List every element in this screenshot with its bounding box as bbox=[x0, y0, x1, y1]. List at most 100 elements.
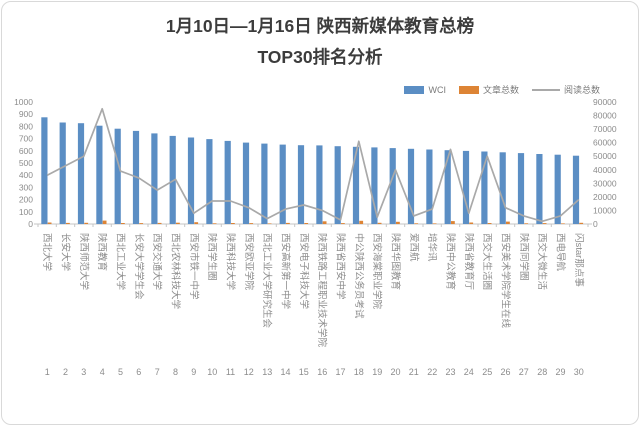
category-label: 西安电子科技大学 bbox=[298, 233, 310, 309]
legend-label-articles: 文章总数 bbox=[482, 85, 519, 95]
legend-item-reads: 阅读总数 bbox=[531, 83, 600, 96]
wci-bar bbox=[224, 140, 231, 224]
category-label: 西北农林科技大学 bbox=[170, 233, 182, 309]
chart-svg: 0100200300400500600700800900100001000020… bbox=[14, 97, 617, 377]
category-label: 西安海棠职业学院 bbox=[371, 233, 383, 310]
articles-bar bbox=[157, 222, 162, 224]
svg-text:60000: 60000 bbox=[593, 138, 617, 148]
rank-number: 24 bbox=[464, 367, 474, 377]
rank-number: 2 bbox=[63, 367, 68, 377]
wci-swatch-icon bbox=[404, 85, 425, 94]
reads-line bbox=[46, 107, 580, 223]
articles-bar bbox=[304, 223, 309, 224]
svg-text:200: 200 bbox=[19, 195, 33, 205]
svg-text:400: 400 bbox=[19, 170, 33, 180]
rank-number: 7 bbox=[155, 367, 160, 377]
articles-bar bbox=[102, 220, 107, 224]
rank-number: 12 bbox=[244, 367, 254, 377]
category-label: 陕西铁路工程职业技术学院 bbox=[316, 233, 328, 348]
category-label: 闪star那点事 bbox=[573, 233, 585, 287]
category-label: 长安大学 bbox=[60, 233, 72, 271]
svg-text:90000: 90000 bbox=[593, 97, 617, 107]
rank-number: 10 bbox=[207, 367, 217, 377]
articles-bar bbox=[212, 223, 217, 224]
category-label: 西安市铁一中学 bbox=[188, 233, 200, 300]
articles-bar bbox=[542, 223, 547, 224]
rank-number: 28 bbox=[537, 367, 547, 377]
svg-text:10000: 10000 bbox=[593, 205, 617, 215]
rank-number: 26 bbox=[500, 367, 510, 377]
category-label: 西安交通大学 bbox=[151, 233, 163, 290]
rank-number: 4 bbox=[100, 367, 105, 377]
wci-bar bbox=[371, 147, 378, 224]
svg-text:50000: 50000 bbox=[593, 151, 617, 161]
articles-bar bbox=[267, 223, 272, 224]
wci-bar bbox=[59, 122, 66, 224]
category-label: 西电导航 bbox=[555, 233, 567, 272]
articles-bar bbox=[47, 222, 52, 224]
wci-bar bbox=[279, 144, 286, 224]
chart-title-line2: TOP30排名分析 bbox=[257, 46, 383, 67]
rank-number: 18 bbox=[354, 367, 364, 377]
wci-bar bbox=[41, 117, 48, 225]
legend-label-reads: 阅读总数 bbox=[563, 85, 600, 95]
wci-bar bbox=[352, 146, 360, 224]
rank-number: 9 bbox=[191, 367, 196, 377]
svg-text:300: 300 bbox=[19, 182, 33, 192]
wci-bar bbox=[389, 148, 396, 224]
articles-bar bbox=[194, 222, 199, 224]
category-label: 陕西同学圈 bbox=[518, 233, 530, 281]
category-label: 西安高新第一中学 bbox=[280, 233, 292, 309]
articles-bar bbox=[84, 222, 89, 224]
articles-bar bbox=[506, 221, 510, 224]
category-label: 西北工业大学 bbox=[115, 233, 127, 290]
svg-text:1000: 1000 bbox=[14, 97, 33, 107]
wci-bar bbox=[517, 153, 525, 224]
svg-text:40000: 40000 bbox=[593, 165, 617, 175]
articles-bar bbox=[396, 221, 400, 224]
category-label: 西交大生活圈 bbox=[481, 233, 493, 290]
wci-bar bbox=[151, 133, 158, 224]
svg-text:800: 800 bbox=[19, 121, 33, 131]
rank-number: 6 bbox=[136, 367, 141, 377]
articles-bar bbox=[322, 221, 327, 224]
category-label: 陕西教育 bbox=[96, 233, 108, 271]
chart-legend: WCI 文章总数 阅读总数 bbox=[396, 83, 600, 96]
category-label: 陕西师范大学 bbox=[78, 233, 90, 290]
category-label: 陕西省教育厅 bbox=[463, 233, 475, 291]
wci-bar bbox=[462, 150, 470, 224]
articles-bar bbox=[432, 223, 437, 224]
articles-bar bbox=[561, 223, 565, 224]
category-label: 西安欧亚学院 bbox=[243, 233, 255, 291]
rank-number: 15 bbox=[299, 367, 309, 377]
wci-bar bbox=[242, 142, 250, 224]
articles-bar bbox=[377, 222, 382, 224]
chart-title-line1: 1月10日—1月16日 陕西新媒体教育总榜 bbox=[165, 16, 475, 36]
svg-text:500: 500 bbox=[19, 158, 33, 168]
rank-number: 23 bbox=[445, 367, 455, 377]
wci-bar bbox=[334, 146, 341, 224]
wci-bar bbox=[77, 123, 85, 224]
category-label: 西北工业大学研究生会 bbox=[261, 233, 273, 329]
rank-number: 17 bbox=[335, 367, 345, 377]
articles-bar bbox=[121, 223, 125, 224]
right-axis-tick-labels: 0 10000 20000 30000 40000 50000 60000 70000 8000… bbox=[593, 97, 617, 229]
articles-bar bbox=[414, 223, 419, 224]
rank-number: 22 bbox=[427, 367, 437, 377]
chart-area: 0 100 200 300 400 500 600 700 800 900 1000 0 10000 20… bbox=[2, 97, 640, 427]
svg-text:900: 900 bbox=[19, 109, 33, 119]
articles-bar bbox=[249, 223, 254, 224]
left-axis-tick-labels: 0 100 200 300 400 500 600 700 800 900 1000 bbox=[14, 97, 33, 229]
svg-text:0: 0 bbox=[28, 219, 33, 229]
legend-item-wci: WCI bbox=[404, 85, 446, 95]
articles-bar bbox=[341, 223, 345, 224]
category-label: 陕西华图教育 bbox=[390, 233, 402, 290]
rank-number: 16 bbox=[317, 367, 327, 377]
wci-bar bbox=[169, 135, 176, 224]
articles-bar bbox=[231, 223, 235, 224]
svg-text:80000: 80000 bbox=[593, 111, 617, 121]
x-axis bbox=[34, 223, 592, 227]
legend-label-wci: WCI bbox=[428, 84, 446, 95]
category-label: 长安大学学生会 bbox=[133, 233, 145, 300]
rank-number: 8 bbox=[173, 367, 178, 377]
